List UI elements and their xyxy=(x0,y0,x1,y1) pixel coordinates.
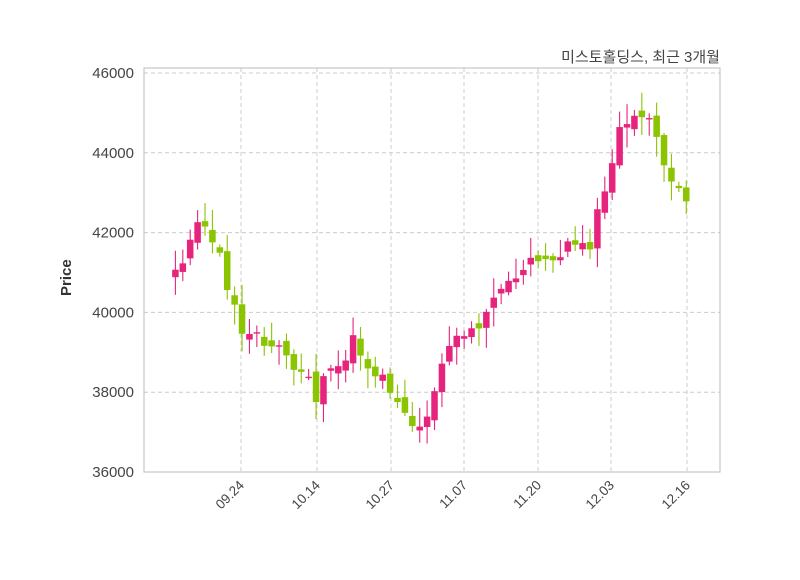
svg-text:38000: 38000 xyxy=(92,384,134,401)
svg-text:46000: 46000 xyxy=(92,65,134,82)
svg-text:12.03: 12.03 xyxy=(583,478,618,513)
svg-text:09.24: 09.24 xyxy=(213,477,248,512)
svg-text:11.07: 11.07 xyxy=(436,478,470,512)
svg-text:12.16: 12.16 xyxy=(659,478,694,513)
svg-text:Price: Price xyxy=(58,259,75,296)
svg-text:10.27: 10.27 xyxy=(363,478,398,513)
svg-text:44000: 44000 xyxy=(92,145,134,162)
svg-text:42000: 42000 xyxy=(92,225,134,242)
svg-text:10.14: 10.14 xyxy=(289,477,324,512)
svg-text:36000: 36000 xyxy=(92,464,134,481)
svg-text:11.20: 11.20 xyxy=(510,478,544,512)
svg-text:40000: 40000 xyxy=(92,304,134,321)
